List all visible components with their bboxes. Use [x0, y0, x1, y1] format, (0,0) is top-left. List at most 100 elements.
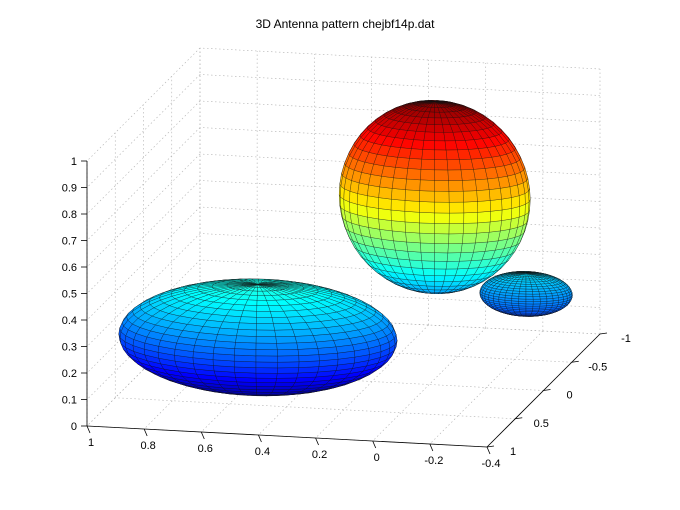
- surface-patch-main: [366, 206, 379, 220]
- surface-patch-back: [505, 292, 513, 297]
- surface-patch-side: [275, 336, 298, 344]
- surface-patch-back: [533, 301, 541, 305]
- surface-patch-side: [234, 348, 257, 357]
- surface-patch-main: [434, 275, 446, 282]
- surface-patch-side: [255, 342, 278, 350]
- y-tick-mark: [515, 417, 523, 420]
- surface-patch-side: [237, 322, 257, 331]
- surface-patch-main: [395, 157, 410, 169]
- surface-patch-side: [256, 317, 274, 324]
- surface-patch-side: [236, 329, 257, 337]
- grid-line: [86, 286, 201, 400]
- surface-patch-main: [405, 178, 421, 191]
- surface-patch-main: [446, 252, 462, 262]
- surface-patch-main: [434, 149, 448, 160]
- surface-patch-main: [391, 230, 407, 243]
- grid-line: [315, 324, 429, 439]
- x-axis-line: [86, 425, 488, 448]
- surface-patch-back: [533, 298, 541, 302]
- grid-line: [86, 233, 201, 347]
- surface-patch-side: [276, 372, 299, 379]
- surface-patch-main: [448, 191, 464, 203]
- surface-patch-side: [256, 311, 273, 318]
- surface-patch-main: [421, 149, 435, 160]
- surface-patch-back: [525, 298, 534, 302]
- surface-patch-side: [255, 372, 278, 379]
- surface-patch-main: [463, 222, 478, 234]
- axes-lines: [81, 160, 608, 455]
- surface-patch-main: [434, 140, 447, 151]
- surface-patch-main: [404, 189, 420, 202]
- surface-patch-side: [234, 342, 257, 350]
- surface-patch-back: [525, 307, 534, 311]
- surface-patch-main: [434, 159, 449, 171]
- surface-patch-main: [462, 232, 477, 244]
- surface-patch-side: [256, 386, 275, 390]
- x-tick-label: 0.8: [140, 440, 155, 452]
- y-tick-label: -0.5: [588, 361, 607, 373]
- surface-patch-side: [239, 316, 257, 324]
- grid-line: [86, 312, 201, 427]
- grid-line: [86, 259, 201, 374]
- surface-patch-main: [445, 149, 460, 160]
- surface-patch-main: [406, 168, 422, 181]
- y-tick-label: 0: [566, 390, 572, 402]
- surface-patch-side: [273, 323, 294, 331]
- surface-patch-main: [448, 233, 464, 244]
- surface-patch-main: [366, 195, 379, 209]
- surface-patch-back: [525, 296, 534, 300]
- surface-patch-side: [240, 310, 257, 318]
- surface-patch-main: [477, 211, 491, 224]
- y-tick-label: -1: [621, 333, 631, 345]
- surface-patch-back: [518, 296, 527, 300]
- surface-patch-main: [409, 148, 423, 160]
- surface-patch-main: [379, 229, 394, 242]
- surface-patch-main: [434, 124, 445, 133]
- surface-patch-main: [460, 169, 476, 181]
- grid-line: [86, 127, 201, 241]
- antenna-surface: [118, 100, 573, 397]
- surface-patch-main: [421, 260, 435, 270]
- grid-line: [86, 206, 201, 321]
- surface-patch-back: [525, 281, 532, 285]
- surface-patch-back: [532, 307, 540, 311]
- surface-patch-main: [501, 208, 512, 221]
- surface-patch-main: [393, 167, 408, 180]
- surface-patch-main: [404, 221, 420, 234]
- surface-patch-side: [277, 349, 299, 357]
- surface-patch-side: [277, 361, 300, 369]
- surface-patch-main: [489, 220, 502, 233]
- grid-line: [86, 153, 201, 268]
- surface-patch-side: [277, 367, 300, 374]
- x-tick-label: -0.2: [424, 455, 443, 467]
- surface-patch-main: [500, 186, 512, 200]
- surface-patch-back: [538, 291, 547, 295]
- x-tick-mark: [86, 425, 91, 434]
- surface-patch-back: [520, 281, 527, 285]
- surface-patch-main: [475, 178, 490, 191]
- surface-patch-main: [447, 169, 463, 181]
- z-tick-label: 0.6: [62, 262, 77, 274]
- surface-patch-side: [297, 348, 320, 356]
- x-tick-mark: [486, 446, 491, 455]
- y-tick-mark: [599, 332, 608, 335]
- surface-patch-main: [434, 252, 449, 262]
- grid-line: [199, 74, 601, 96]
- surface-patch-main: [462, 179, 477, 192]
- y-tick-mark: [543, 389, 551, 391]
- surface-patch-main: [419, 190, 435, 203]
- grid-line: [86, 74, 201, 188]
- surface-patch-back: [525, 291, 533, 295]
- x-tick-label: 0.6: [198, 443, 213, 455]
- surface-patch-back: [531, 286, 539, 290]
- x-tick-mark: [143, 428, 148, 437]
- tick-labels: 1 0.8 0.6 0.4 0.2 0 -0.2 -0.4-1-0.500.5100.10.2…: [62, 156, 631, 470]
- surface-patch-back: [532, 293, 541, 297]
- surface-patch-main: [490, 209, 503, 223]
- z-tick-label: 0.3: [62, 342, 77, 354]
- grid-line: [143, 315, 258, 430]
- surface-patch-main: [434, 223, 450, 235]
- chart-title: 3D Antenna pattern chejbf14p.dat: [256, 17, 435, 31]
- surface-patch-main: [446, 159, 462, 171]
